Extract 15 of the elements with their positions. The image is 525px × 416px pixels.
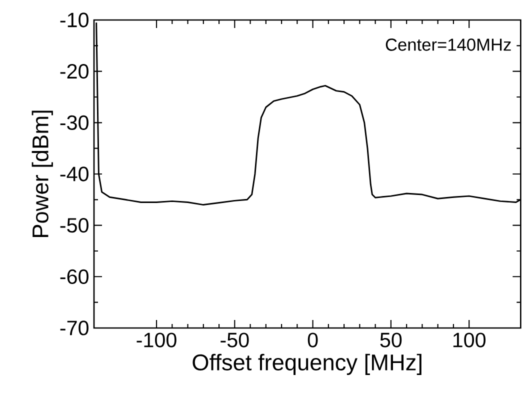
y-tick-label: -40 (60, 166, 88, 182)
x-tick-label: -100 (136, 332, 176, 348)
y-tick-label: -60 (60, 269, 88, 284)
y-tick-label: -70 (60, 320, 88, 336)
x-tick-label: 50 (380, 332, 402, 348)
y-tick-label: -50 (60, 218, 88, 233)
annotation: Center=140MHz (386, 38, 511, 51)
y-tick-label: -20 (60, 64, 88, 79)
y-axis-title: Power [dBm] (32, 110, 53, 237)
x-tick-label: -50 (220, 332, 249, 348)
y-tick-label: -30 (60, 115, 88, 130)
x-axis-title: Offset frequency [MHz] (192, 354, 422, 375)
y-tick-label: -10 (60, 12, 88, 28)
x-tick-label: 100 (453, 332, 486, 348)
x-tick-label: 0 (308, 332, 318, 348)
